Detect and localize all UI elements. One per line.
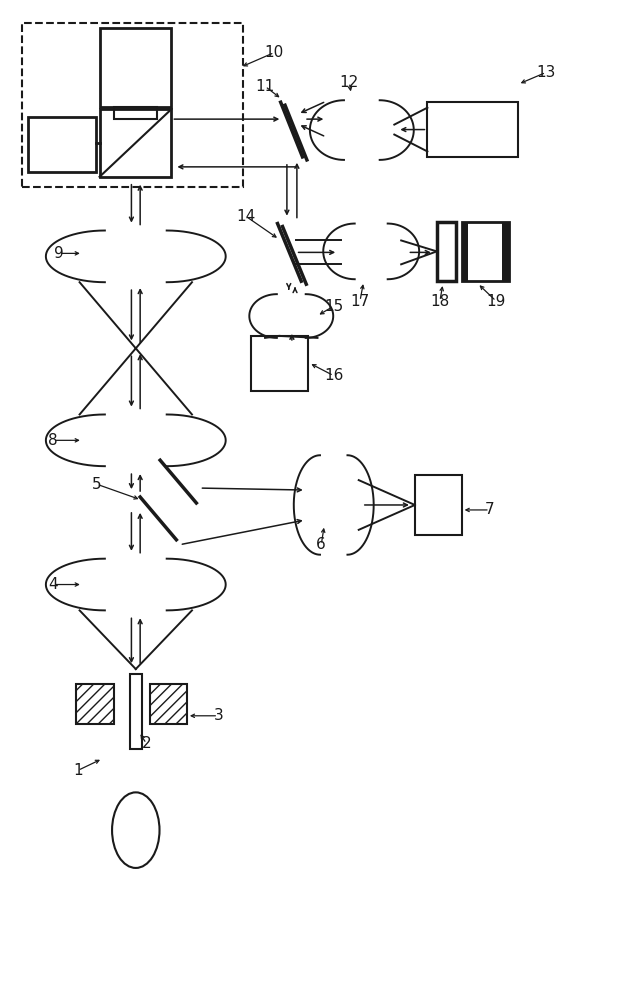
Text: 17: 17 — [350, 294, 370, 309]
Bar — [28, 117, 96, 172]
Bar — [251, 336, 307, 391]
Text: 6: 6 — [316, 537, 326, 552]
Text: 8: 8 — [48, 433, 57, 448]
Text: 15: 15 — [324, 299, 343, 314]
Bar — [502, 222, 508, 281]
Bar — [437, 222, 455, 281]
Text: 16: 16 — [324, 368, 343, 383]
Text: 12: 12 — [340, 75, 359, 90]
Text: 5: 5 — [91, 477, 101, 492]
Text: 4: 4 — [48, 577, 57, 592]
Bar — [149, 684, 187, 724]
Text: 10: 10 — [265, 45, 284, 60]
Text: 13: 13 — [536, 65, 556, 80]
Bar — [21, 23, 243, 187]
Bar — [100, 109, 171, 177]
Bar — [76, 684, 114, 724]
Text: 19: 19 — [486, 294, 506, 309]
Bar — [130, 674, 142, 749]
Bar — [427, 102, 518, 157]
Text: 1: 1 — [73, 763, 83, 778]
Text: 3: 3 — [214, 708, 223, 723]
Bar — [462, 222, 508, 281]
Text: 11: 11 — [255, 79, 275, 94]
Text: 18: 18 — [430, 294, 450, 309]
Bar — [114, 107, 157, 119]
Text: 2: 2 — [142, 736, 151, 751]
Text: 7: 7 — [485, 502, 495, 517]
Bar — [462, 222, 468, 281]
Text: 9: 9 — [54, 246, 64, 261]
Bar — [100, 28, 171, 107]
Text: 14: 14 — [237, 209, 256, 224]
Bar — [415, 475, 462, 535]
